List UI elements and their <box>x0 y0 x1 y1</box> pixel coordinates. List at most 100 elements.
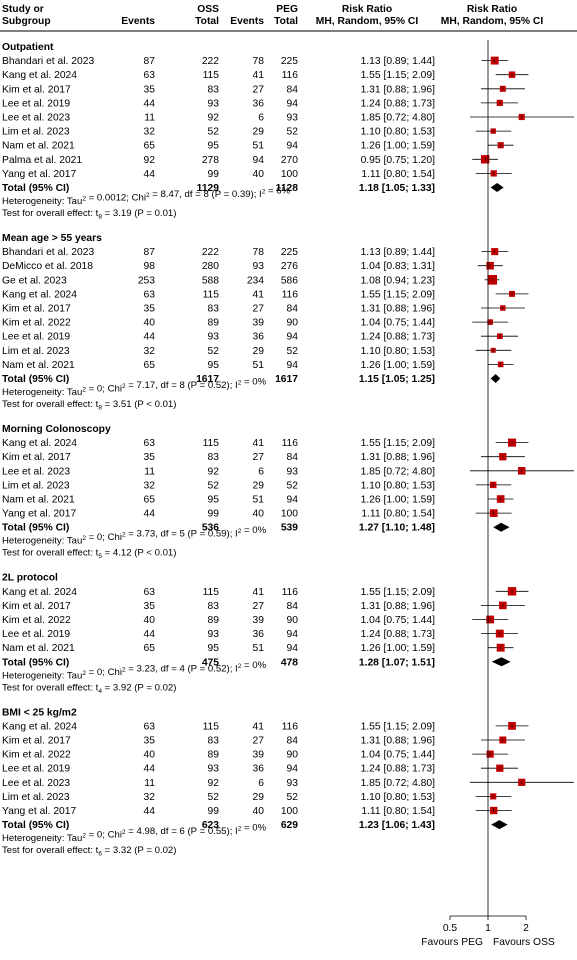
oss-events: 44 <box>144 98 156 109</box>
total-oss: 475 <box>202 657 219 668</box>
peg-events: 6 <box>258 466 264 477</box>
risk-ratio-ci: 1.55 [1.15; 2.09] <box>361 587 436 598</box>
overall-df: 4 <box>98 688 102 695</box>
oss-events: 87 <box>144 247 156 258</box>
peg-events: 41 <box>253 721 265 732</box>
favours-oss-label: Favours OSS <box>493 937 555 948</box>
peg-events: 51 <box>253 643 265 654</box>
oss-events: 40 <box>144 750 156 761</box>
oss-total: 280 <box>202 261 219 272</box>
oss-events: 65 <box>144 643 156 654</box>
risk-ratio-ci: 1.11 [0.80; 1.54] <box>361 169 435 180</box>
tau-value: = 0.0012; Chi <box>86 193 146 204</box>
risk-ratio-ci: 1.31 [0.88; 1.96] <box>361 304 436 315</box>
oss-total: 92 <box>208 466 220 477</box>
study-name: Kang et al. 2024 <box>2 289 77 300</box>
superscript-two: 2 <box>238 826 242 833</box>
risk-ratio-ci: 1.26 [1.00; 1.59] <box>361 495 436 506</box>
oss-total: 52 <box>208 480 220 491</box>
i-squared-value: = 0% <box>241 525 266 536</box>
peg-total: 52 <box>287 480 299 491</box>
risk-ratio-ci: 1.31 [0.88; 1.96] <box>361 736 436 747</box>
x-tick-label: 2 <box>523 923 529 934</box>
oss-total: 52 <box>208 792 220 803</box>
peg-events: 29 <box>253 792 265 803</box>
peg-events: 41 <box>253 70 265 81</box>
subgroup-title: 2L protocol <box>2 573 58 584</box>
superscript-two: 2 <box>262 189 266 196</box>
superscript-two: 2 <box>82 535 86 542</box>
header-study-line1: Study or <box>2 4 44 15</box>
oss-total: 83 <box>208 304 220 315</box>
risk-ratio-ci: 1.85 [0.72; 4.80] <box>361 466 436 477</box>
study-name: Kim et al. 2017 <box>2 601 71 612</box>
header-oss-events: Events <box>121 16 155 27</box>
risk-ratio-ci: 0.95 [0.75; 1.20] <box>361 155 436 166</box>
overall-rest: = 3.51 (P < 0.01) <box>102 399 177 410</box>
peg-total: 84 <box>287 736 299 747</box>
i-squared-value: = 6% <box>265 186 290 197</box>
subgroup-title: Outpatient <box>2 42 54 53</box>
subgroup-title: Mean age > 55 years <box>2 233 102 244</box>
study-name: Kang et al. 2024 <box>2 587 77 598</box>
oss-events: 44 <box>144 806 156 817</box>
peg-events: 78 <box>253 56 265 67</box>
total-peg: 629 <box>281 820 298 831</box>
oss-total: 99 <box>208 806 220 817</box>
risk-ratio-ci: 1.55 [1.15; 2.09] <box>361 438 436 449</box>
overall-effect-text: Test for overall effect: t4 = 3.92 (P = … <box>2 682 176 695</box>
oss-total: 115 <box>203 70 220 81</box>
heterogeneity-text: Heterogeneity: Tau2 = 0.0012; Chi2 = 8.4… <box>2 186 291 208</box>
total-peg: 539 <box>281 523 298 534</box>
i-squared-value: = 0% <box>241 660 266 671</box>
header-study-line2: Subgroup <box>2 16 51 27</box>
oss-total: 222 <box>202 247 219 258</box>
header-peg-events: Events <box>230 16 264 27</box>
oss-events: 32 <box>144 346 156 357</box>
oss-events: 35 <box>144 452 156 463</box>
study-name: Lee et al. 2023 <box>2 466 70 477</box>
risk-ratio-ci: 1.24 [0.88; 1.73] <box>361 629 436 640</box>
oss-total: 588 <box>202 275 219 286</box>
oss-events: 65 <box>144 141 156 152</box>
study-name: Lee et al. 2023 <box>2 113 70 124</box>
oss-total: 89 <box>208 750 220 761</box>
total-risk-ratio-ci: 1.27 [1.10; 1.48] <box>359 523 435 534</box>
peg-events: 27 <box>253 84 265 95</box>
heterogeneity-prefix: Heterogeneity: Tau <box>2 196 82 207</box>
peg-total: 94 <box>287 643 299 654</box>
oss-events: 63 <box>144 289 156 300</box>
risk-ratio-ci: 1.11 [0.80; 1.54] <box>361 509 435 520</box>
x-tick-label: 1 <box>485 923 491 934</box>
oss-total: 93 <box>208 629 220 640</box>
risk-ratio-ci: 1.10 [0.80; 1.53] <box>361 346 436 357</box>
total-label: Total (95% CI) <box>2 820 69 831</box>
peg-total: 225 <box>281 56 298 67</box>
column-headers: Study or Subgroup OSS Events Total PEG E… <box>0 4 577 32</box>
peg-events: 41 <box>253 438 265 449</box>
risk-ratio-ci: 1.13 [0.89; 1.44] <box>361 56 436 67</box>
oss-total: 93 <box>208 98 220 109</box>
risk-ratio-ci: 1.26 [1.00; 1.59] <box>361 360 436 371</box>
peg-total: 90 <box>287 615 299 626</box>
risk-ratio-ci: 1.55 [1.15; 2.09] <box>361 721 436 732</box>
oss-events: 87 <box>144 56 156 67</box>
oss-events: 65 <box>144 495 156 506</box>
heterogeneity-prefix: Heterogeneity: Tau <box>2 833 82 844</box>
study-name: Lee et al. 2023 <box>2 778 70 789</box>
oss-events: 11 <box>144 466 155 477</box>
oss-events: 32 <box>144 127 156 138</box>
risk-ratio-ci: 1.31 [0.88; 1.96] <box>361 601 436 612</box>
superscript-two: 2 <box>122 532 126 539</box>
oss-total: 95 <box>208 643 220 654</box>
study-name: Lee et al. 2019 <box>2 629 70 640</box>
peg-events: 27 <box>253 601 265 612</box>
peg-total: 94 <box>287 98 299 109</box>
oss-total: 95 <box>208 141 220 152</box>
oss-events: 98 <box>144 261 156 272</box>
study-name: Yang et al. 2017 <box>2 509 77 520</box>
study-name: Kim et al. 2017 <box>2 84 71 95</box>
superscript-two: 2 <box>122 666 126 673</box>
oss-total: 115 <box>203 587 220 598</box>
peg-total: 94 <box>287 360 299 371</box>
